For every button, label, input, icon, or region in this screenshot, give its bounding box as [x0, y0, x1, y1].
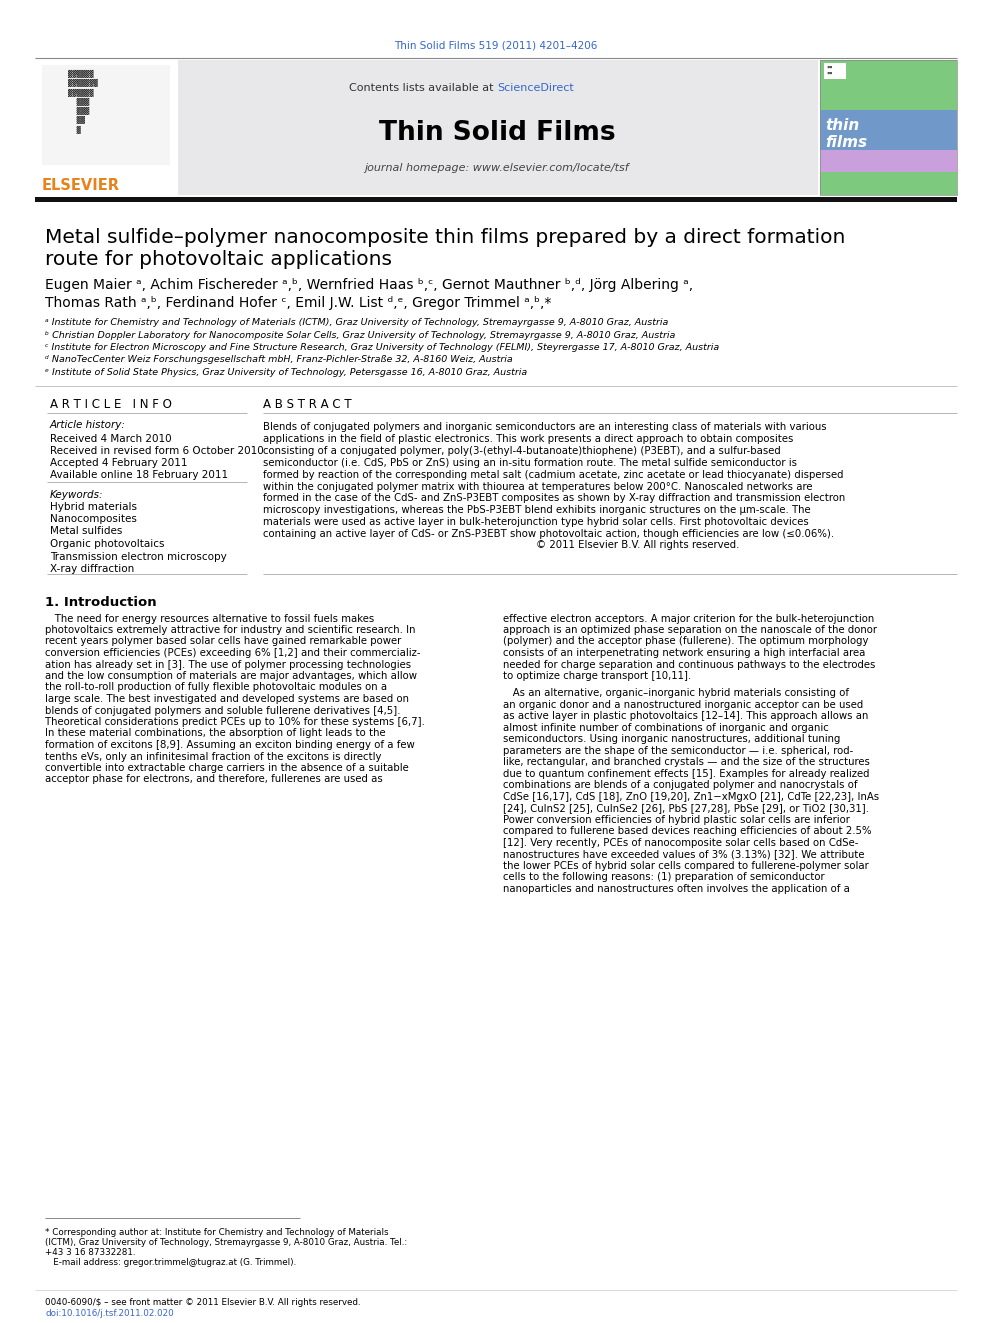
Text: ᵃ Institute for Chemistry and Technology of Materials (ICTM), Graz University of: ᵃ Institute for Chemistry and Technology… — [45, 318, 669, 327]
Text: conversion efficiencies (PCEs) exceeding 6% [1,2] and their commercializ-: conversion efficiencies (PCEs) exceeding… — [45, 648, 421, 658]
Text: [24], CuInS2 [25], CuInSe2 [26], PbS [27,28], PbSe [29], or TiO2 [30,31].: [24], CuInS2 [25], CuInSe2 [26], PbS [27… — [503, 803, 869, 814]
Text: Theoretical considerations predict PCEs up to 10% for these systems [6,7].: Theoretical considerations predict PCEs … — [45, 717, 425, 728]
Text: compared to fullerene based devices reaching efficiencies of about 2.5%: compared to fullerene based devices reac… — [503, 827, 872, 836]
Text: needed for charge separation and continuous pathways to the electrodes: needed for charge separation and continu… — [503, 659, 875, 669]
Text: semiconductors. Using inorganic nanostructures, additional tuning: semiconductors. Using inorganic nanostru… — [503, 734, 840, 745]
Text: ELSEVIER: ELSEVIER — [42, 179, 120, 193]
Bar — [820, 60, 957, 194]
Text: Blends of conjugated polymers and inorganic semiconductors are an interesting cl: Blends of conjugated polymers and inorga… — [263, 422, 826, 433]
Text: CdSe [16,17], CdS [18], ZnO [19,20], Zn1−xMgxO [21], CdTe [22,23], InAs: CdSe [16,17], CdS [18], ZnO [19,20], Zn1… — [503, 791, 879, 802]
Text: Thin Solid Films: Thin Solid Films — [379, 120, 615, 146]
Text: parameters are the shape of the semiconductor — i.e. spherical, rod-: parameters are the shape of the semicond… — [503, 746, 853, 755]
Bar — [820, 172, 957, 194]
Bar — [820, 60, 957, 110]
Text: Power conversion efficiencies of hybrid plastic solar cells are inferior: Power conversion efficiencies of hybrid … — [503, 815, 850, 824]
Text: A R T I C L E   I N F O: A R T I C L E I N F O — [50, 398, 172, 411]
Text: tenths eVs, only an infinitesimal fraction of the excitons is directly: tenths eVs, only an infinitesimal fracti… — [45, 751, 382, 762]
Text: ▓▓▓▓▓▓
▓▓▓▓▓▓▓
▓▓▓▓▓▓
  ▓▓▓
  ▓▓▓
  ▓▓
  ▓: ▓▓▓▓▓▓ ▓▓▓▓▓▓▓ ▓▓▓▓▓▓ ▓▓▓ ▓▓▓ ▓▓ ▓ — [68, 70, 98, 134]
Text: (ICTM), Graz University of Technology, Stremayrgasse 9, A-8010 Graz, Austria. Te: (ICTM), Graz University of Technology, S… — [45, 1238, 408, 1248]
Text: materials were used as active layer in bulk-heterojunction type hybrid solar cel: materials were used as active layer in b… — [263, 517, 808, 527]
Text: ation has already set in [3]. The use of polymer processing technologies: ation has already set in [3]. The use of… — [45, 659, 411, 669]
Text: Nanocomposites: Nanocomposites — [50, 515, 137, 524]
Text: journal homepage: www.elsevier.com/locate/tsf: journal homepage: www.elsevier.com/locat… — [365, 163, 629, 173]
Text: applications in the field of plastic electronics. This work presents a direct ap: applications in the field of plastic ele… — [263, 434, 794, 445]
Text: almost infinite number of combinations of inorganic and organic: almost infinite number of combinations o… — [503, 722, 828, 733]
Text: Organic photovoltaics: Organic photovoltaics — [50, 538, 165, 549]
Text: 1. Introduction: 1. Introduction — [45, 595, 157, 609]
Bar — [35, 197, 957, 202]
Text: Metal sulfide–polymer nanocomposite thin films prepared by a direct formation: Metal sulfide–polymer nanocomposite thin… — [45, 228, 845, 247]
Text: microscopy investigations, whereas the PbS-P3EBT blend exhibits inorganic struct: microscopy investigations, whereas the P… — [263, 505, 810, 515]
Text: route for photovoltaic applications: route for photovoltaic applications — [45, 250, 392, 269]
Text: formed by reaction of the corresponding metal salt (cadmium acetate, zinc acetat: formed by reaction of the corresponding … — [263, 470, 843, 480]
Text: formed in the case of the CdS- and ZnS-P3EBT composites as shown by X-ray diffra: formed in the case of the CdS- and ZnS-P… — [263, 493, 845, 503]
Text: consisting of a conjugated polymer, poly(3-(ethyl-4-butanoate)thiophene) (P3EBT): consisting of a conjugated polymer, poly… — [263, 446, 781, 456]
Text: nanostructures have exceeded values of 3% (3.13%) [32]. We attribute: nanostructures have exceeded values of 3… — [503, 849, 864, 859]
Text: In these material combinations, the absorption of light leads to the: In these material combinations, the abso… — [45, 729, 386, 738]
Text: to optimize charge transport [10,11].: to optimize charge transport [10,11]. — [503, 671, 691, 681]
Text: ᵈ NanoTecCenter Weiz Forschungsgesellschaft mbH, Franz-Pichler-Straße 32, A-8160: ᵈ NanoTecCenter Weiz Forschungsgesellsch… — [45, 356, 513, 365]
Text: ᶜ Institute for Electron Microscopy and Fine Structure Research, Graz University: ᶜ Institute for Electron Microscopy and … — [45, 343, 719, 352]
Text: [12]. Very recently, PCEs of nanocomposite solar cells based on CdSe-: [12]. Very recently, PCEs of nanocomposi… — [503, 837, 858, 848]
Text: like, rectangular, and branched crystals — and the size of the structures: like, rectangular, and branched crystals… — [503, 757, 870, 767]
Text: ▪▪
▪▪: ▪▪ ▪▪ — [826, 65, 832, 75]
Text: as active layer in plastic photovoltaics [12–14]. This approach allows an: as active layer in plastic photovoltaics… — [503, 712, 868, 721]
Text: Article history:: Article history: — [50, 421, 126, 430]
Text: Received 4 March 2010: Received 4 March 2010 — [50, 434, 172, 443]
Text: Transmission electron microscopy: Transmission electron microscopy — [50, 552, 227, 561]
Text: semiconductor (i.e. CdS, PbS or ZnS) using an in-situ formation route. The metal: semiconductor (i.e. CdS, PbS or ZnS) usi… — [263, 458, 797, 468]
Text: an organic donor and a nanostructured inorganic acceptor can be used: an organic donor and a nanostructured in… — [503, 700, 863, 709]
Text: Hybrid materials: Hybrid materials — [50, 501, 137, 512]
Text: consists of an interpenetrating network ensuring a high interfacial area: consists of an interpenetrating network … — [503, 648, 865, 658]
Text: +43 3 16 87332281.: +43 3 16 87332281. — [45, 1248, 136, 1257]
Text: nanoparticles and nanostructures often involves the application of a: nanoparticles and nanostructures often i… — [503, 884, 850, 894]
Text: Thomas Rath ᵃ,ᵇ, Ferdinand Hofer ᶜ, Emil J.W. List ᵈ,ᵉ, Gregor Trimmel ᵃ,ᵇ,*: Thomas Rath ᵃ,ᵇ, Ferdinand Hofer ᶜ, Emil… — [45, 296, 552, 310]
Text: © 2011 Elsevier B.V. All rights reserved.: © 2011 Elsevier B.V. All rights reserved… — [263, 541, 739, 550]
Text: The need for energy resources alternative to fossil fuels makes: The need for energy resources alternativ… — [45, 614, 374, 623]
Bar — [42, 65, 170, 165]
Text: recent years polymer based solar cells have gained remarkable power: recent years polymer based solar cells h… — [45, 636, 401, 647]
Text: containing an active layer of CdS- or ZnS-P3EBT show photovoltaic action, though: containing an active layer of CdS- or Zn… — [263, 529, 834, 538]
Text: the roll-to-roll production of fully flexible photovoltaic modules on a: the roll-to-roll production of fully fle… — [45, 683, 387, 692]
Text: Keywords:: Keywords: — [50, 490, 103, 500]
Bar — [824, 64, 846, 79]
Text: combinations are blends of a conjugated polymer and nanocrystals of: combinations are blends of a conjugated … — [503, 781, 857, 790]
Text: (polymer) and the acceptor phase (fullerene). The optimum morphology: (polymer) and the acceptor phase (fuller… — [503, 636, 869, 647]
Text: due to quantum confinement effects [15]. Examples for already realized: due to quantum confinement effects [15].… — [503, 769, 870, 779]
Text: ᵇ Christian Doppler Laboratory for Nanocomposite Solar Cells, Graz University of: ᵇ Christian Doppler Laboratory for Nanoc… — [45, 331, 676, 340]
Text: As an alternative, organic–inorganic hybrid materials consisting of: As an alternative, organic–inorganic hyb… — [503, 688, 849, 699]
Text: E-mail address: gregor.trimmel@tugraz.at (G. Trimmel).: E-mail address: gregor.trimmel@tugraz.at… — [45, 1258, 297, 1267]
Text: Available online 18 February 2011: Available online 18 February 2011 — [50, 470, 228, 479]
Text: convertible into extractable charge carriers in the absence of a suitable: convertible into extractable charge carr… — [45, 763, 409, 773]
Text: blends of conjugated polymers and soluble fullerene derivatives [4,5].: blends of conjugated polymers and solubl… — [45, 705, 401, 716]
Text: ScienceDirect: ScienceDirect — [497, 83, 573, 93]
Text: A B S T R A C T: A B S T R A C T — [263, 398, 351, 411]
Text: Eugen Maier ᵃ, Achim Fischereder ᵃ,ᵇ, Wernfried Haas ᵇ,ᶜ, Gernot Mauthner ᵇ,ᵈ, J: Eugen Maier ᵃ, Achim Fischereder ᵃ,ᵇ, We… — [45, 278, 693, 292]
Text: the lower PCEs of hybrid solar cells compared to fullerene-polymer solar: the lower PCEs of hybrid solar cells com… — [503, 861, 869, 871]
Text: doi:10.1016/j.tsf.2011.02.020: doi:10.1016/j.tsf.2011.02.020 — [45, 1308, 174, 1318]
Text: Accepted 4 February 2011: Accepted 4 February 2011 — [50, 458, 187, 467]
Text: X-ray diffraction: X-ray diffraction — [50, 564, 134, 574]
Text: and the low consumption of materials are major advantages, which allow: and the low consumption of materials are… — [45, 671, 417, 681]
Text: Thin Solid Films 519 (2011) 4201–4206: Thin Solid Films 519 (2011) 4201–4206 — [394, 40, 598, 50]
Text: * Corresponding author at: Institute for Chemistry and Technology of Materials: * Corresponding author at: Institute for… — [45, 1228, 389, 1237]
Text: ᵉ Institute of Solid State Physics, Graz University of Technology, Petersgasse 1: ᵉ Institute of Solid State Physics, Graz… — [45, 368, 528, 377]
Text: large scale. The best investigated and developed systems are based on: large scale. The best investigated and d… — [45, 695, 409, 704]
Bar — [35, 60, 178, 194]
Text: Received in revised form 6 October 2010: Received in revised form 6 October 2010 — [50, 446, 264, 455]
Text: Metal sulfides: Metal sulfides — [50, 527, 122, 537]
Bar — [178, 60, 818, 194]
Text: cells to the following reasons: (1) preparation of semiconductor: cells to the following reasons: (1) prep… — [503, 872, 824, 882]
Text: thin
films: thin films — [825, 118, 867, 151]
Text: Contents lists available at: Contents lists available at — [349, 83, 497, 93]
Bar — [820, 149, 957, 172]
Text: photovoltaics extremely attractive for industry and scientific research. In: photovoltaics extremely attractive for i… — [45, 624, 416, 635]
Text: approach is an optimized phase separation on the nanoscale of the donor: approach is an optimized phase separatio… — [503, 624, 877, 635]
Bar — [820, 110, 957, 165]
Text: 0040-6090/$ – see front matter © 2011 Elsevier B.V. All rights reserved.: 0040-6090/$ – see front matter © 2011 El… — [45, 1298, 361, 1307]
Text: within the conjugated polymer matrix with thiourea at temperatures below 200°C. : within the conjugated polymer matrix wit… — [263, 482, 812, 492]
Text: formation of excitons [8,9]. Assuming an exciton binding energy of a few: formation of excitons [8,9]. Assuming an… — [45, 740, 415, 750]
Text: effective electron acceptors. A major criterion for the bulk-heterojunction: effective electron acceptors. A major cr… — [503, 614, 874, 623]
Text: acceptor phase for electrons, and therefore, fullerenes are used as: acceptor phase for electrons, and theref… — [45, 774, 383, 785]
